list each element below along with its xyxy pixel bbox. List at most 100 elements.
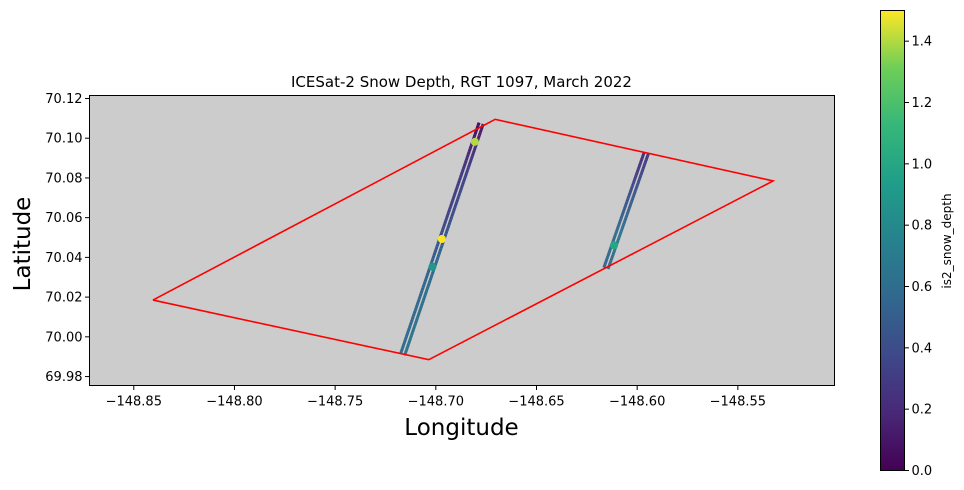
x-tick-label: −148.75 — [307, 395, 363, 410]
track-1-segment — [416, 314, 420, 319]
track-1-segment — [434, 259, 439, 264]
track-2-segment — [645, 156, 649, 159]
track-2-segment — [619, 231, 623, 234]
track-1-segment — [428, 276, 433, 281]
track-1-segment — [421, 297, 426, 301]
track-2-segment — [642, 164, 646, 168]
track-2-segment — [608, 261, 612, 264]
track-1-segment — [423, 278, 428, 283]
track-1-segment — [456, 182, 460, 187]
track-1-segment — [458, 190, 463, 194]
track-1-segment — [457, 177, 462, 181]
track-2-segment — [617, 236, 621, 240]
track-2-segment — [604, 258, 609, 261]
track-1-segment — [409, 318, 414, 323]
track-2-segment — [608, 248, 612, 251]
snow-depth-tracks — [399, 122, 650, 356]
x-tick-label: −148.55 — [710, 395, 766, 410]
track-1-segment — [476, 122, 481, 126]
y-axis-ticks: 69.98 70.00 70.02 70.04 70.06 70.08 70.10 70.12 — [45, 92, 90, 385]
track-2-segment — [625, 212, 630, 215]
track-2-segment — [626, 210, 630, 214]
track-1-segment — [400, 347, 404, 352]
track-2-segment — [631, 183, 635, 186]
track-1-segment — [402, 341, 406, 346]
track-1-segment — [445, 227, 450, 232]
track-1-segment — [415, 301, 420, 306]
track-2-segment — [621, 223, 626, 227]
track-2-segment — [632, 180, 636, 184]
track-1-segment — [439, 232, 444, 236]
track-1-segment — [440, 229, 445, 234]
track-2-segment — [623, 218, 628, 221]
track-2-segment — [632, 193, 636, 197]
track-1-segment — [448, 206, 452, 210]
track-2-segment — [638, 161, 643, 165]
track-1-segment — [434, 246, 439, 251]
track-1-segment — [416, 298, 421, 303]
track-1-segment — [440, 242, 445, 246]
track-2-segment — [620, 226, 625, 230]
track-2-segment — [635, 183, 640, 187]
track-2-segment — [645, 154, 650, 158]
x-tick-label: −148.80 — [206, 395, 262, 410]
colorbar-tick-label: 1.4 — [912, 35, 933, 50]
colorbar-tick-label: 1.2 — [912, 96, 933, 111]
track-1-segment — [478, 129, 483, 134]
track-1-segment — [412, 310, 417, 314]
track-1-segment — [433, 249, 438, 254]
track-2-segment — [640, 169, 645, 172]
highlight-point — [428, 262, 437, 271]
track-1-segment — [453, 204, 458, 209]
track-1-segment — [407, 324, 412, 329]
track-1-segment — [455, 198, 460, 203]
track-1-segment — [464, 172, 468, 177]
track-2-segment — [629, 187, 633, 191]
track-2-segment — [639, 160, 643, 163]
track-2-segment — [620, 228, 624, 231]
y-tick-label: 70.04 — [45, 251, 82, 266]
track-1-segment — [437, 250, 442, 255]
track-2-segment — [642, 163, 647, 166]
track-1-segment — [466, 151, 471, 155]
track-1-segment — [470, 152, 475, 157]
track-2-segment — [607, 251, 611, 254]
track-2-segment — [633, 190, 637, 194]
track-2-segment — [616, 238, 621, 241]
track-2-segment — [643, 161, 647, 165]
track-2-segment — [626, 196, 630, 199]
track-2-segment — [618, 219, 622, 222]
track-1-segment — [459, 171, 464, 176]
track-2-segment — [638, 174, 643, 178]
track-1-segment — [462, 162, 467, 167]
track-1-segment — [472, 133, 477, 138]
track-2-segment — [614, 231, 618, 234]
colorbar — [880, 10, 905, 471]
track-1-segment — [404, 333, 409, 338]
track-1-segment — [435, 243, 440, 248]
track-2-segment — [636, 182, 640, 185]
track-2-segment — [604, 259, 608, 263]
track-2-segment — [637, 179, 641, 182]
track-1-segment — [411, 313, 416, 317]
track-1-segment — [469, 158, 473, 163]
track-2-segment — [639, 159, 644, 162]
track-1-segment — [463, 159, 468, 164]
track-1-segment — [452, 207, 457, 212]
colorbar-tick-label: 1.0 — [912, 157, 933, 172]
track-1-segment — [422, 281, 427, 286]
track-2-segment — [618, 233, 622, 237]
track-2-segment — [612, 251, 616, 254]
track-2-segment — [637, 164, 642, 168]
track-1-segment — [403, 339, 407, 343]
track-1-segment — [454, 188, 458, 193]
track-1-segment — [472, 146, 477, 151]
track-2-segment — [626, 197, 630, 201]
track-2-segment — [630, 185, 634, 188]
track-1-segment — [417, 295, 422, 300]
track-1-segment — [445, 214, 450, 219]
track-1-segment — [425, 285, 430, 290]
y-axis-label: Latitude — [10, 197, 36, 292]
track-1-segment — [418, 292, 423, 297]
track-1-segment — [419, 302, 424, 307]
